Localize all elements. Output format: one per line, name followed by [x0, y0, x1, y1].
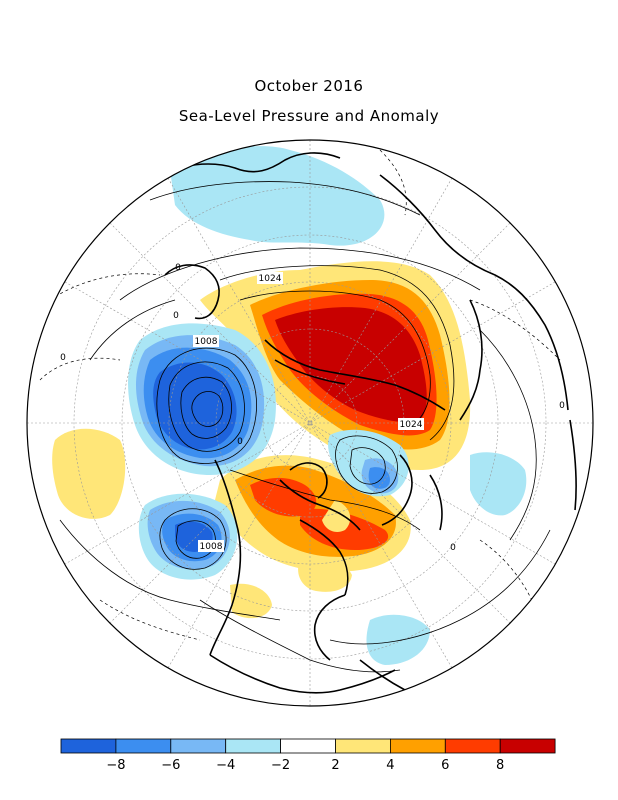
colorbar-swatch: [280, 738, 336, 754]
isobar-label-1024-right: 1024: [400, 420, 423, 430]
zero-label: 0: [60, 353, 66, 363]
polar-map: 1024 1008 1024 1008 0 0 0 0 0 0: [26, 139, 594, 707]
colorbar-swatch: [499, 738, 556, 754]
zero-label: 0: [175, 263, 181, 273]
isobar-contours: [59, 181, 551, 673]
zero-label: 0: [173, 311, 179, 321]
isobar-label-1008-upper: 1008: [195, 337, 218, 347]
map-subtitle: Sea-Level Pressure and Anomaly: [178, 107, 440, 125]
isobar-label-1024-top: 1024: [259, 274, 282, 284]
colorbar-tick-label: −2: [271, 758, 290, 773]
colorbar-tick-label: −4: [216, 758, 235, 773]
colorbar-swatch: [115, 738, 172, 754]
colorbar-swatch: [225, 738, 281, 754]
colorbar-tick-label: 6: [441, 758, 449, 773]
zero-label: 0: [559, 401, 565, 411]
colorbar-swatch: [444, 738, 501, 754]
map-title: October 2016: [254, 77, 364, 95]
isobar-label-1008-lower: 1008: [200, 542, 223, 552]
colorbar-tick-label: 8: [496, 758, 504, 773]
colorbar-swatch: [389, 738, 446, 754]
colorbar-tick-label: −8: [106, 758, 125, 773]
colorbar-swatch: [170, 738, 227, 754]
zero-label: 0: [450, 543, 456, 553]
map-border: [26, 139, 594, 707]
zero-label: 0: [237, 437, 243, 447]
colorbar-swatch: [60, 738, 117, 754]
colorbar-swatch: [335, 738, 391, 754]
colorbar-tick-label: 2: [331, 758, 339, 773]
colorbar-tick-label: 4: [386, 758, 394, 773]
coastlines: [159, 152, 577, 694]
colorbar-tick-label: −6: [161, 758, 180, 773]
